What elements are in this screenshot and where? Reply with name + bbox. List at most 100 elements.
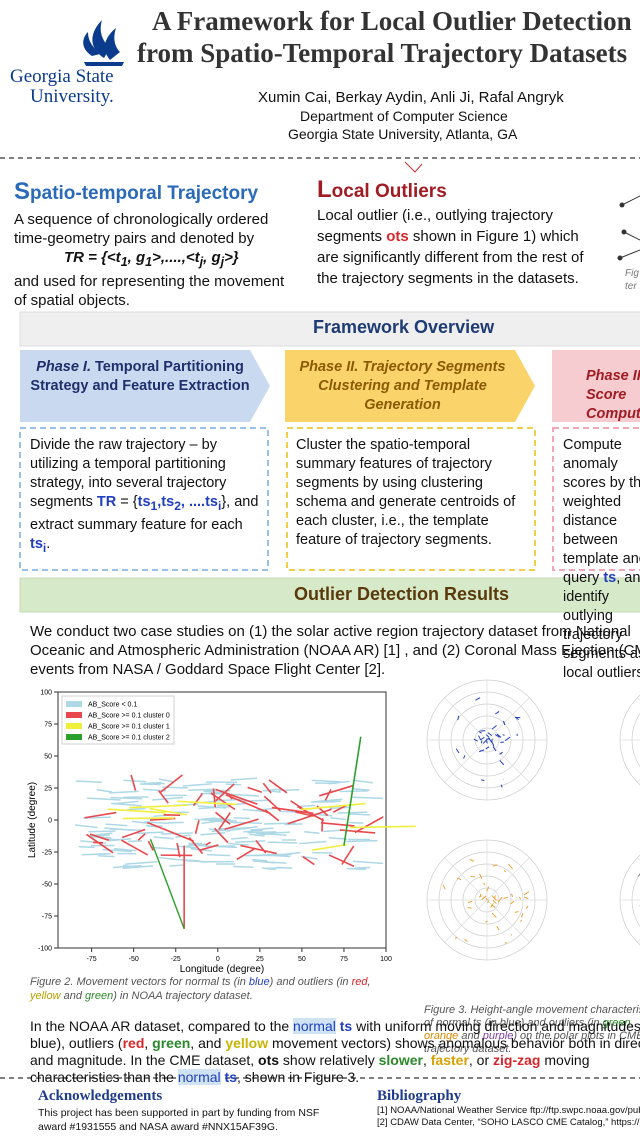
figure1-sketch	[617, 195, 640, 261]
normal-vector	[231, 836, 248, 840]
polar-vector	[508, 863, 513, 870]
outlier-vector	[147, 840, 154, 851]
text: Compute anomaly scores by the weighted d…	[563, 437, 640, 586]
text: moving characteristics than the	[30, 1052, 590, 1085]
legend-label: AB_Score >= 0.1 cluster 2	[88, 735, 170, 742]
normal-vector	[168, 821, 184, 824]
normal-vector	[351, 787, 370, 791]
text: , or	[468, 1052, 494, 1068]
reference: [2] CDAW Data Center, “SOHO LASCO CME Ca…	[377, 1117, 640, 1128]
text: j	[220, 255, 225, 269]
polar-vector	[473, 738, 478, 742]
figure-caption: Fig	[625, 268, 639, 279]
legend-swatch	[66, 734, 82, 740]
x-tick-label: -50	[129, 956, 139, 963]
outlier-vector	[311, 843, 347, 851]
outlier-vector	[121, 828, 146, 839]
text: TR = {<t	[64, 249, 121, 266]
normal-vector	[104, 827, 134, 831]
normal-vector	[228, 793, 259, 797]
text: ots	[386, 228, 409, 245]
text: i	[217, 498, 222, 513]
y-tick-label: -100	[38, 946, 52, 953]
text: },	[221, 494, 231, 510]
outlier-vector	[350, 825, 416, 829]
outlier-vector	[354, 816, 384, 834]
text: , ....	[180, 494, 206, 510]
phase-chevron	[285, 350, 535, 422]
text: >}	[224, 249, 239, 266]
normal-vector	[136, 831, 164, 835]
normal-vector	[109, 838, 132, 842]
outlier-vector	[247, 786, 263, 794]
text: normal	[177, 1069, 221, 1085]
phase-chevron	[552, 350, 640, 422]
normal-vector	[125, 860, 158, 865]
normal-vector	[87, 797, 121, 801]
polar-vector	[483, 882, 486, 886]
polar-vector	[479, 749, 485, 753]
text: Trajectory Segments Clustering and Templ…	[318, 359, 506, 413]
polar-vector	[485, 897, 488, 901]
text: zig-zag	[493, 1052, 541, 1068]
text: purple	[482, 1030, 514, 1042]
normal-vector	[218, 826, 250, 830]
text: show relatively	[279, 1052, 379, 1068]
normal-vector	[108, 790, 139, 794]
section-bar	[19, 577, 640, 613]
normal-vector	[188, 843, 215, 848]
outlier-vector	[271, 806, 314, 815]
text: , and	[190, 1035, 226, 1051]
outlier-vector	[129, 804, 189, 809]
normal-vector	[349, 821, 364, 824]
section-title: Framework Overview	[313, 317, 495, 337]
text: ts	[205, 494, 218, 510]
polar-vector	[479, 873, 483, 879]
polar-vector	[504, 736, 511, 742]
decoration	[404, 161, 423, 173]
polar-vector	[482, 739, 487, 744]
normal-vector	[152, 796, 183, 801]
x-tick-label: 50	[298, 956, 306, 963]
outlier-vector	[218, 812, 231, 830]
normal-vector	[200, 832, 225, 836]
normal-vector	[110, 796, 143, 800]
phase-box	[552, 427, 640, 571]
outlier-vector	[176, 842, 181, 858]
polar-vector	[504, 942, 507, 944]
polar-vector	[492, 864, 498, 867]
text: , and identify outlying trajectory segme…	[563, 570, 640, 681]
normal-vector	[208, 828, 231, 832]
polar-vector	[500, 784, 503, 788]
polar-vector	[492, 899, 497, 904]
outlier-vector	[320, 822, 355, 827]
outlier-vector	[192, 793, 204, 807]
normal-vector	[102, 848, 133, 853]
normal-vector	[299, 840, 327, 845]
polar-vector	[486, 886, 490, 892]
text: ,	[422, 1052, 431, 1068]
polar-vector	[487, 732, 493, 736]
polar-vector	[510, 934, 513, 936]
text: ,	[157, 494, 162, 510]
text: i	[42, 540, 47, 555]
normal-vector	[169, 864, 185, 867]
normal-vector	[150, 846, 179, 851]
legend-swatch	[66, 723, 82, 729]
outlier-vector	[215, 788, 258, 805]
text: ,	[144, 1035, 153, 1051]
polar-vector	[478, 730, 482, 734]
y-tick-label: -25	[42, 850, 52, 857]
text: .	[46, 535, 51, 552]
polar-vector	[499, 751, 503, 755]
normal-vector	[243, 829, 263, 833]
legend-label: AB_Score >= 0.1 cluster 1	[88, 724, 170, 731]
polar-vector	[467, 900, 473, 904]
polar-vector	[499, 760, 505, 766]
x-tick-label: 100	[380, 956, 392, 963]
text: movement vectors) shows anomalous behavi…	[30, 1035, 640, 1068]
logo-text: University.	[30, 86, 114, 107]
outlier-vector	[149, 838, 185, 930]
text: red	[122, 1035, 145, 1051]
